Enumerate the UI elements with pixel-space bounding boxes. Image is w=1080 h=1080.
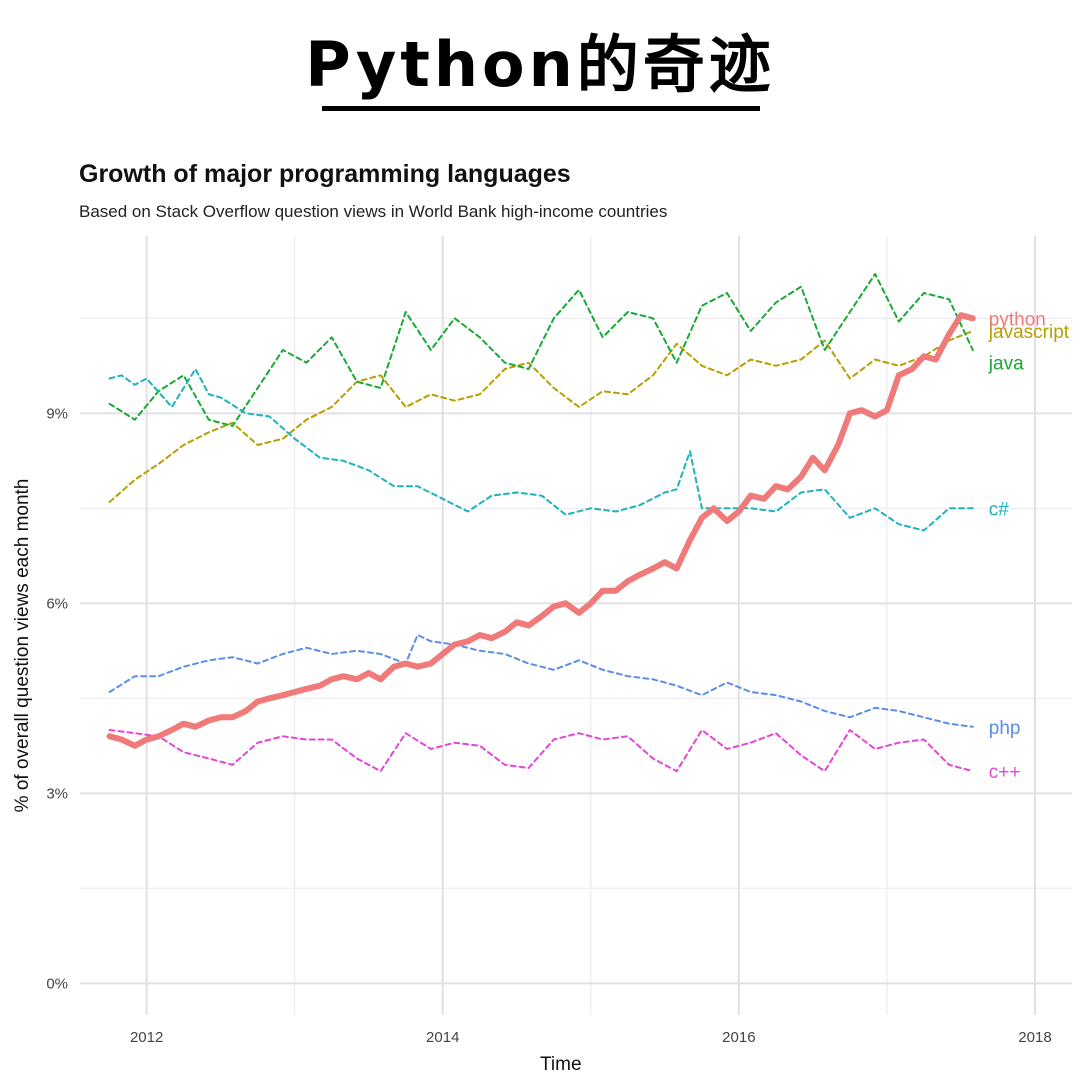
page-title: Python的奇迹 xyxy=(305,28,775,101)
series-line-java xyxy=(108,273,974,427)
series-label: c++ xyxy=(989,762,1021,783)
series-line-javascript xyxy=(108,330,974,503)
y-tick-label: 0% xyxy=(46,975,68,992)
x-tick-label: 2016 xyxy=(722,1029,755,1046)
title-underline xyxy=(322,106,760,111)
series-line-cplusplus xyxy=(108,729,974,773)
chart-title: Growth of major programming languages xyxy=(79,160,571,188)
y-tick-label: 3% xyxy=(46,785,68,802)
x-tick-label: 2012 xyxy=(130,1029,163,1046)
series-label: javascript xyxy=(988,322,1070,343)
y-axis-title: % of overall question views each month xyxy=(12,479,33,813)
series-line-csharp xyxy=(108,368,974,532)
series-label: php xyxy=(989,718,1021,739)
series-label: python xyxy=(989,309,1046,330)
y-tick-label: 6% xyxy=(46,595,68,612)
x-tick-label: 2014 xyxy=(426,1029,459,1046)
chart-subtitle: Based on Stack Overflow question views i… xyxy=(79,202,668,221)
x-tick-label: 2018 xyxy=(1018,1029,1051,1046)
series-line-python xyxy=(106,312,976,749)
series-label: java xyxy=(988,354,1024,375)
x-axis-title: Time xyxy=(540,1054,582,1075)
series-label: c# xyxy=(989,499,1010,520)
tick-layer: 2012 2014 2016 2018 0% 3% 6% 9% xyxy=(46,405,1051,1046)
y-tick-label: 9% xyxy=(46,405,68,422)
series-layer xyxy=(106,273,976,773)
series-line-php xyxy=(108,634,974,728)
grid-layer xyxy=(80,236,1072,1015)
